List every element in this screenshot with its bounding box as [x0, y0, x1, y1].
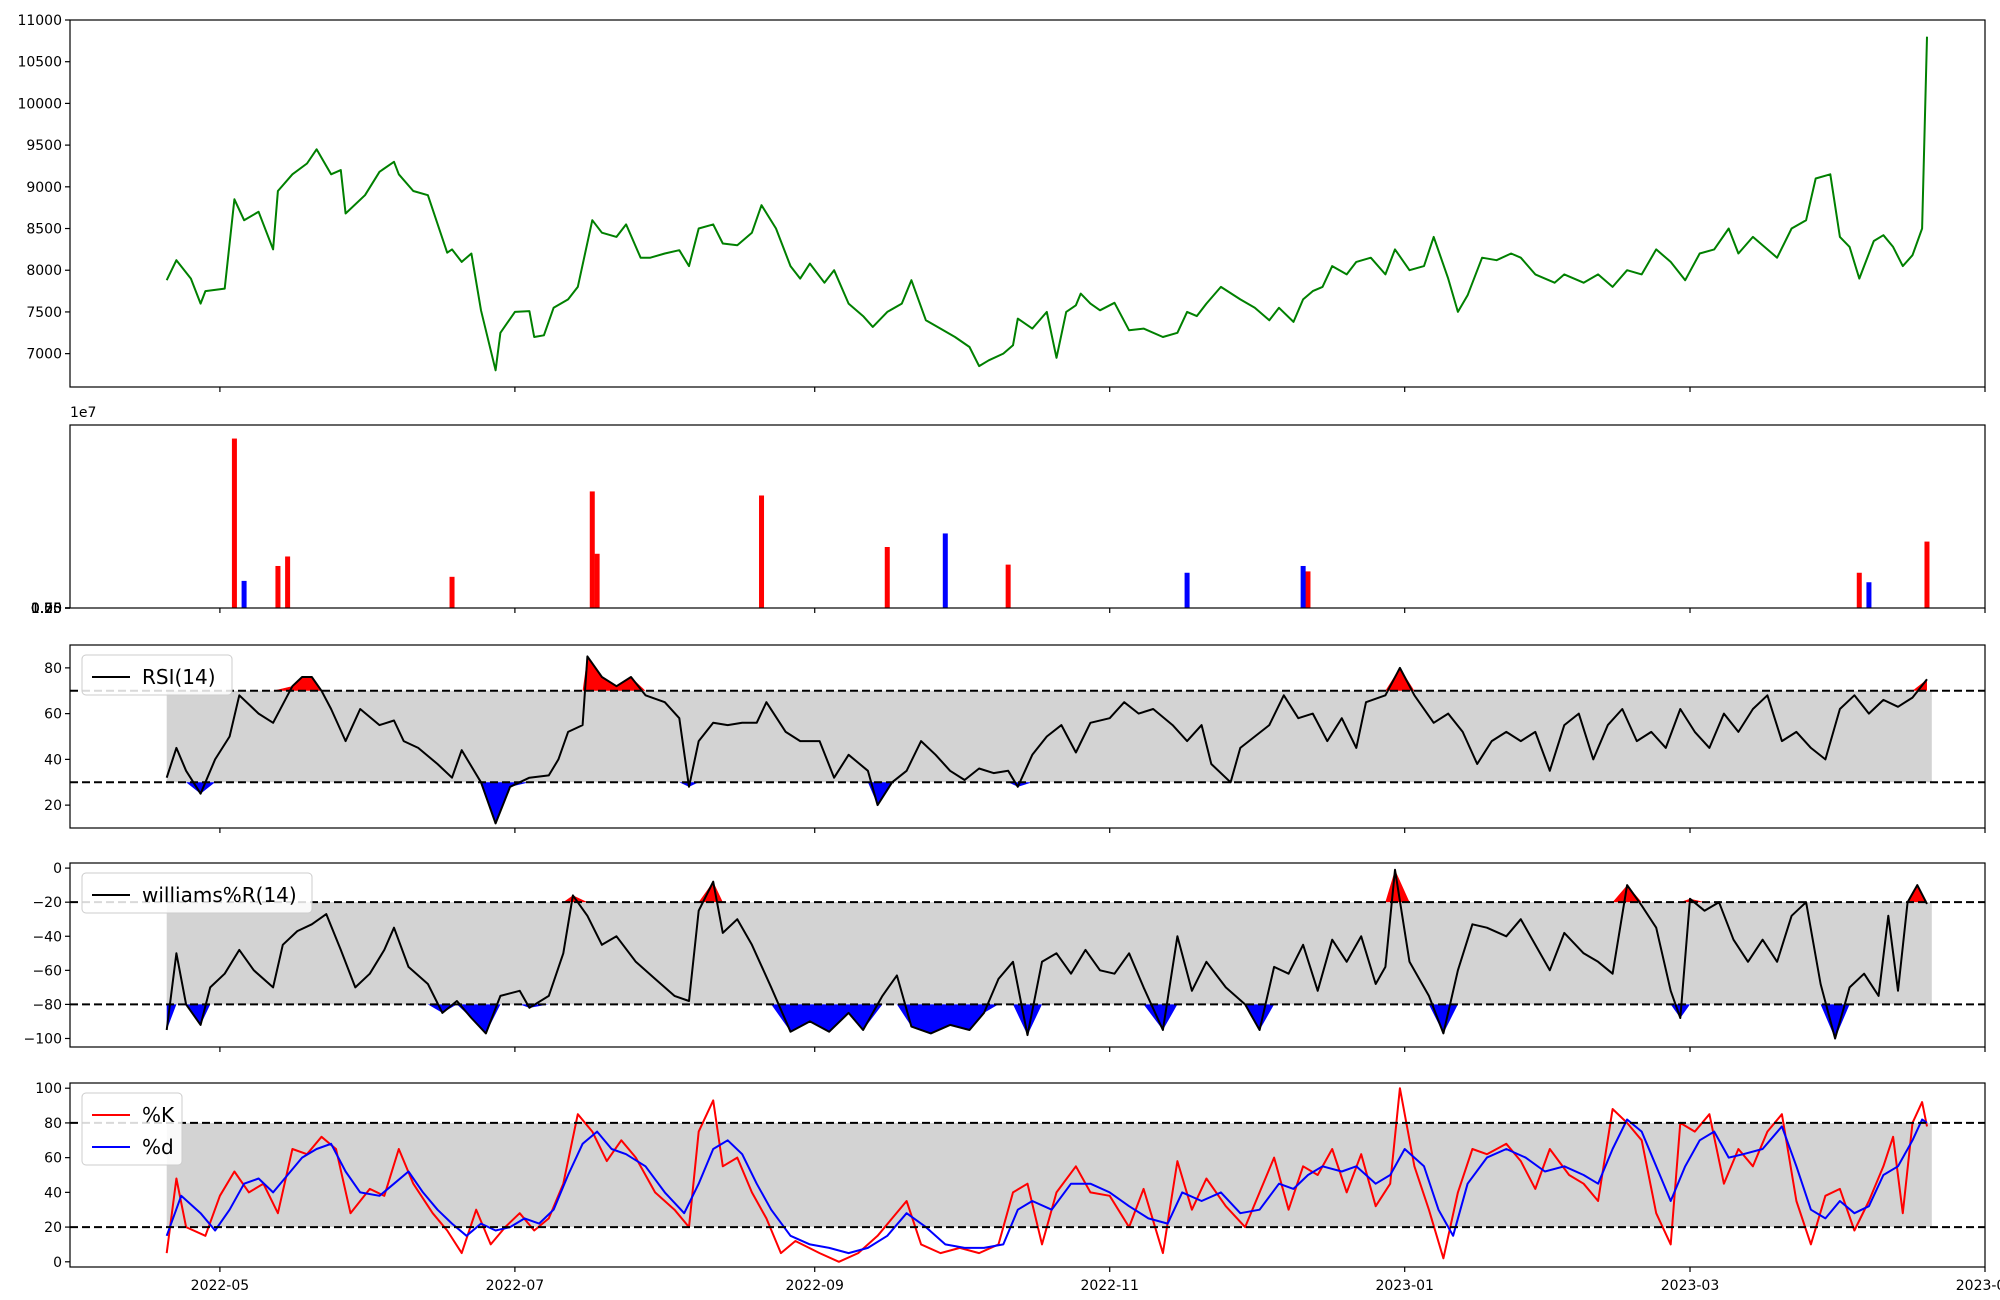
volume-bar	[884, 547, 890, 608]
y-tick-label: 20	[44, 798, 62, 814]
y-tick-label: 1.00	[31, 601, 62, 617]
legend-label: williams%R(14)	[142, 883, 297, 907]
y-tick-label: 7000	[26, 347, 62, 363]
panel-rsi: 20 40 60 80 RSI(14)	[44, 644, 1986, 833]
x-tick-label: 2022-11	[1080, 1278, 1139, 1294]
y-tick-label: 40	[44, 752, 62, 768]
y-tick-label: 8500	[26, 222, 62, 238]
volume-bar	[1856, 572, 1862, 608]
volume-bar	[759, 495, 765, 608]
volume-bar	[241, 580, 247, 608]
volume-bar	[1184, 572, 1190, 608]
y-tick-label: −20	[32, 895, 62, 911]
neutral-band	[166, 1122, 1932, 1228]
series-line-rsi14	[165, 655, 1928, 825]
volume-bar	[942, 533, 948, 608]
legend-label: %d	[142, 1135, 174, 1159]
volume-bar	[594, 553, 600, 608]
x-tick-label: 2023-03	[1661, 1278, 1720, 1294]
y-tick-label: 80	[44, 661, 62, 677]
y-tick-label: 100	[35, 1081, 62, 1097]
volume-bar	[1305, 571, 1311, 608]
series-line-price	[165, 36, 1928, 372]
neutral-band	[166, 902, 1932, 1005]
x-tick-label: 2023-05	[1956, 1278, 2000, 1294]
x-tick-label: 2022-07	[486, 1278, 545, 1294]
overbought-fill	[166, 869, 1927, 903]
volume-bar	[1866, 582, 1872, 608]
panel-price-plot-area	[165, 36, 1928, 372]
y-tick-label: 10000	[17, 96, 62, 112]
y-tick-label: 60	[44, 1151, 62, 1167]
neutral-band	[166, 690, 1932, 783]
axes-frame	[69, 862, 1986, 1048]
overbought-fill	[166, 656, 1927, 691]
legend-box	[81, 872, 313, 914]
y-tick-label: 7500	[26, 305, 62, 321]
y-tick-label: 0.25	[31, 601, 62, 617]
panel-price: 7000 7500 8000 8500 9000 9500 10000 10500 11000	[17, 13, 1986, 392]
panel-williams: −100 −80 −60 −40 −20 0 williams%R(14)	[24, 861, 1986, 1052]
y-tick-label: −40	[32, 929, 62, 945]
panel-stochastic-plot-area	[70, 1087, 1985, 1263]
y-tick-label: 11000	[17, 13, 62, 29]
y-tick-label: 20	[44, 1220, 62, 1236]
volume-bar	[589, 491, 595, 608]
y-tick-label: 9500	[26, 138, 62, 154]
x-tick-label: 2022-05	[191, 1278, 250, 1294]
y-tick-label: 10500	[17, 55, 62, 71]
axes-frame	[69, 19, 1986, 388]
y-tick-label: 80	[44, 1116, 62, 1132]
y-tick-label: −100	[24, 1031, 62, 1047]
volume-bar	[285, 556, 291, 608]
x-tick-label: 2023-01	[1375, 1278, 1434, 1294]
y-scale-label: 1e7	[70, 405, 96, 421]
series-line-d	[165, 1118, 1928, 1255]
panel-rsi-plot-area	[70, 655, 1985, 825]
y-tick-label: 40	[44, 1185, 62, 1201]
volume-bar	[275, 565, 281, 608]
panel-williams-plot-area	[70, 868, 1985, 1040]
panel-volume: 0.000.250.500.751.001.25 1e7	[31, 405, 1986, 617]
x-tick-label: 2022-09	[785, 1278, 844, 1294]
volume-bar	[1924, 541, 1930, 608]
y-tick-label: 8000	[26, 263, 62, 279]
panel-stochastic: 0 20 40 60 80 100 2022-05 2022-07 2022-09 2022-11…	[35, 1081, 2000, 1294]
oversold-fill	[166, 782, 1927, 824]
y-tick-label: −60	[32, 963, 62, 979]
oversold-fill	[166, 1004, 1927, 1039]
y-tick-label: 0	[53, 861, 62, 877]
axes-frame	[69, 424, 1986, 609]
y-tick-label: 1.25	[31, 601, 62, 617]
y-tick-label: 60	[44, 707, 62, 723]
y-tick-label: 0.75	[31, 601, 62, 617]
panel-volume-plot-area	[231, 438, 1930, 608]
legend-label: %K	[142, 1103, 175, 1127]
y-tick-label: −80	[32, 997, 62, 1013]
y-tick-label: 0.50	[31, 601, 62, 617]
series-line-williamsr14	[165, 868, 1928, 1040]
axes-frame	[69, 1082, 1986, 1268]
y-tick-label: 9000	[26, 180, 62, 196]
legend-label: RSI(14)	[142, 665, 216, 689]
series-line-k	[165, 1087, 1928, 1263]
axes-frame	[69, 644, 1986, 829]
volume-bar	[231, 438, 237, 608]
volume-bar	[449, 576, 455, 608]
volume-bar	[1005, 564, 1011, 608]
y-tick-label: 0.00	[31, 601, 62, 617]
y-tick-label: 0	[53, 1255, 62, 1271]
volume-bar	[1300, 565, 1306, 608]
legend-box	[81, 654, 233, 696]
